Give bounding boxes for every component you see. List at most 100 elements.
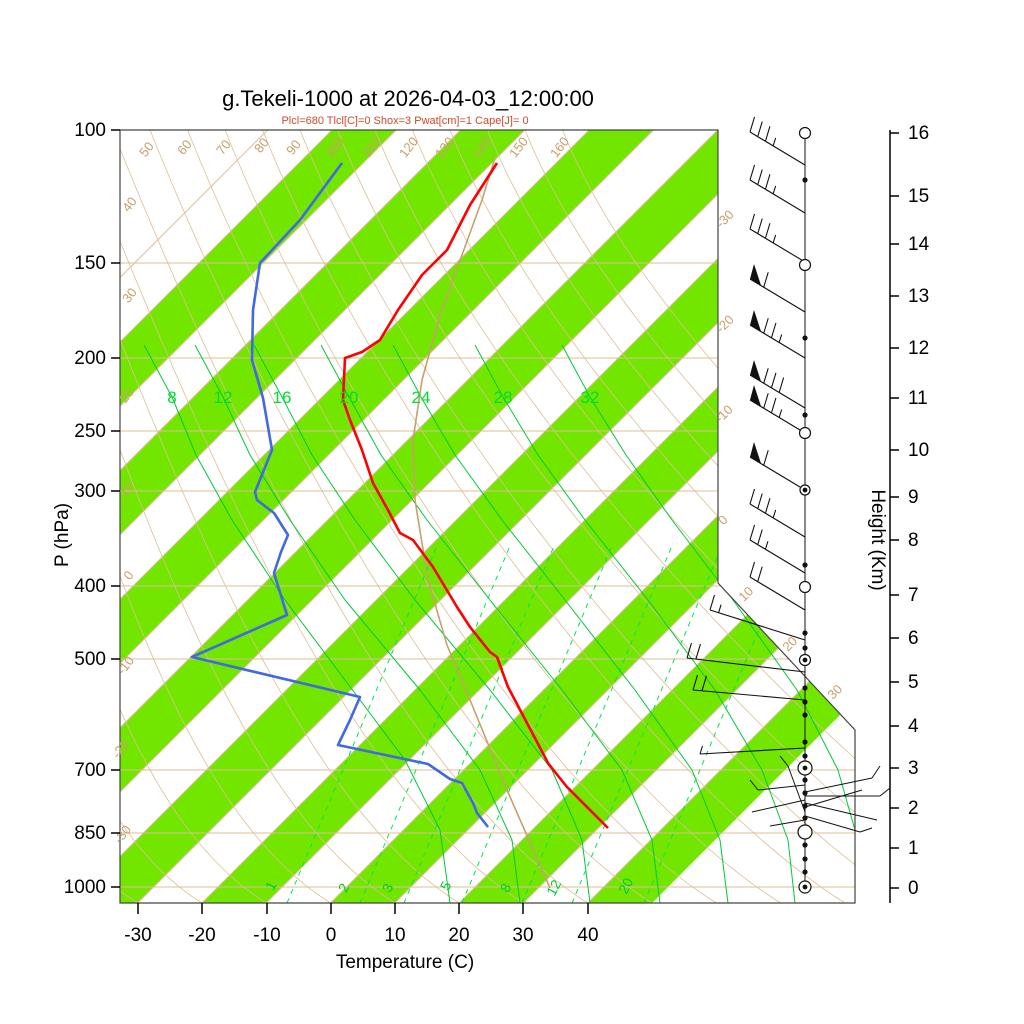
wind-level-dot [802, 630, 808, 636]
wind-barb [749, 488, 806, 538]
wind-barb-full [692, 674, 699, 691]
height-tick-label: 11 [908, 388, 928, 409]
wind-level-circle [798, 258, 812, 272]
wind-cluster-segment [779, 755, 789, 767]
dry-adiabat-line [299, 130, 855, 903]
isotherm-line [120, 130, 500, 903]
isotherm-band-stripe [120, 130, 855, 903]
temperature-tick-label: -20 [188, 925, 215, 946]
moist-adiabat-label: 16 [273, 388, 292, 407]
wind-barb-full [757, 493, 763, 509]
wind-level-dot [802, 869, 808, 875]
wind-barb-half [778, 334, 783, 343]
height-tick-label: 0 [908, 878, 919, 899]
wind-barb [749, 164, 806, 214]
wind-barb-full [770, 372, 777, 389]
mixing-ratio-label: 12 [543, 877, 565, 898]
isotherm-band-stripe [120, 130, 805, 903]
wind-barb-full [770, 322, 777, 339]
dry-adiabat-label-left: 0 [120, 568, 136, 583]
isotherm-line [120, 130, 435, 903]
wind-barb-shaft [686, 657, 806, 673]
height-tick-label: 9 [908, 487, 919, 508]
wind-cluster-segment [749, 779, 759, 791]
wind-barb-shaft [692, 689, 806, 701]
wind-barb [749, 561, 806, 611]
wind-level-dot [802, 685, 808, 691]
wind-cluster-segment [769, 819, 806, 827]
wind-cluster-segment [804, 777, 873, 793]
dry-adiabat-line [149, 130, 653, 903]
pressure-tick-label: 150 [74, 253, 106, 274]
height-tick-label: 13 [908, 286, 929, 307]
wind-barb-full [709, 594, 716, 611]
temperature-tick-label: 30 [512, 925, 533, 946]
wind-barb-shaft [749, 228, 806, 263]
temperature-tick-label: 10 [384, 925, 405, 946]
dry-adiabat-line [120, 130, 267, 903]
moist-adiabat-line [320, 344, 661, 903]
wind-barb-full [763, 318, 769, 334]
moist-adiabat-label: 20 [340, 388, 359, 407]
wind-barb [699, 745, 806, 755]
wind-barb-full [763, 393, 769, 409]
dry-adiabat-line [120, 130, 203, 903]
wind-barb-full [757, 121, 763, 137]
wind-barb-shaft [749, 179, 806, 214]
isotherm-line [120, 130, 757, 903]
wind-barb-full [749, 213, 756, 230]
wind-level-dot [802, 739, 808, 745]
wind-barb [749, 524, 806, 574]
height-tick-label: 5 [908, 672, 919, 693]
isotherm-line [120, 130, 855, 903]
wind-barb-full [749, 164, 756, 181]
temperature-profile-line [341, 162, 609, 829]
wind-barb-shaft [749, 503, 806, 538]
wind-barb-shaft [749, 539, 806, 574]
wind-barb-half [772, 509, 777, 519]
mixing-ratio-line [359, 544, 511, 903]
mixing-ratio-line [521, 544, 673, 903]
moist-adiabat-line [143, 344, 451, 903]
mixing-ratio-line [461, 544, 613, 903]
wind-barb [749, 213, 806, 263]
height-tick-label: 4 [908, 716, 919, 737]
wind-cluster-segment [879, 787, 891, 797]
height-tick-label: 8 [908, 530, 919, 551]
dry-adiabat-line [337, 130, 855, 903]
wind-barb-full [749, 488, 756, 505]
wind-barb [709, 594, 806, 641]
height-tick-label: 3 [908, 758, 919, 779]
height-tick-label: 2 [908, 798, 919, 819]
wind-barb-half [764, 541, 769, 550]
dry-adiabat-label-left: 30 [119, 285, 140, 306]
wind-barb-shaft [749, 456, 806, 491]
plot-frame [119, 129, 856, 904]
wind-level-circle [798, 580, 812, 594]
wind-level-dot [802, 753, 808, 759]
wind-barb-full [770, 397, 777, 414]
wind-barb-half [718, 604, 722, 613]
dry-adiabat-line [120, 130, 331, 903]
dry-adiabat-label-top: 70 [213, 137, 234, 158]
pressure-tick-label: 100 [74, 120, 106, 141]
wind-barb-shaft [699, 747, 806, 755]
height-tick-label: 10 [908, 440, 929, 461]
moist-adiabat-line [474, 344, 796, 903]
height-tick-label: 1 [908, 838, 919, 859]
wind-barb-shaft [749, 278, 806, 313]
wind-barb-half [772, 234, 777, 244]
temperature-tick-label: 0 [326, 925, 337, 946]
wind-barb [749, 116, 806, 166]
height-tick-label: 12 [908, 338, 929, 359]
mixing-ratio-label: 5 [437, 878, 455, 893]
wind-barb-half [772, 137, 777, 147]
wind-barb [692, 674, 806, 701]
dry-adiabat-line [120, 130, 396, 903]
wind-barb-half [772, 185, 777, 195]
isotherm-band-stripe [315, 130, 855, 903]
wind-barb-full [764, 126, 771, 142]
